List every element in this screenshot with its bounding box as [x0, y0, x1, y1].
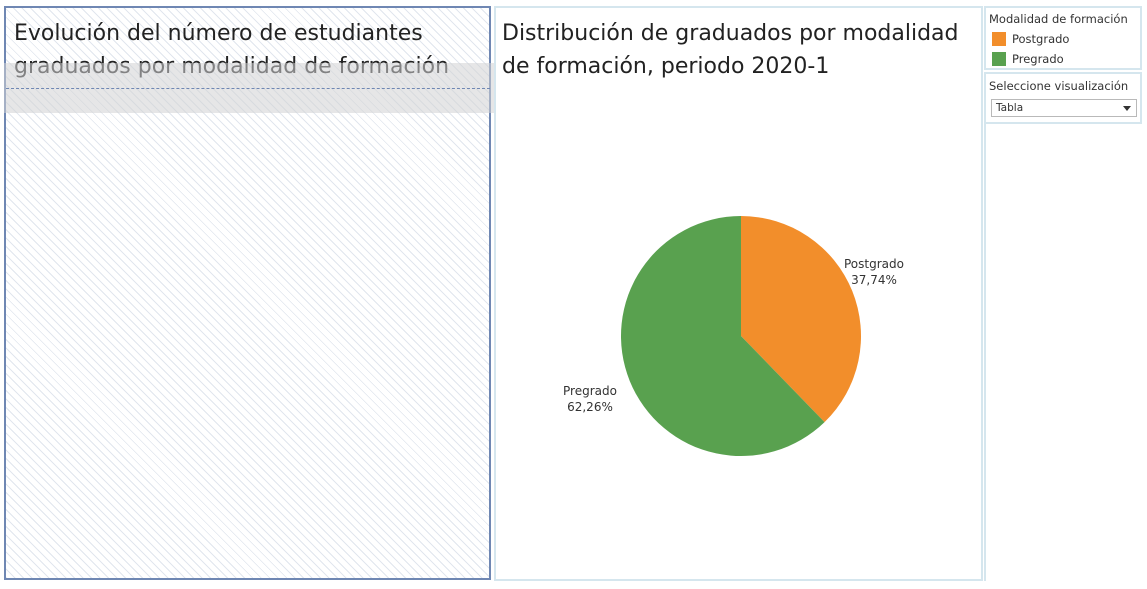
visualization-dropdown[interactable]: Tabla: [991, 99, 1137, 117]
distribution-chart-panel[interactable]: Distribución de graduados por modalidad …: [494, 6, 983, 581]
pie-label-postgrado: Postgrado 37,74%: [844, 256, 904, 288]
chevron-down-icon[interactable]: [1123, 106, 1131, 111]
pie-label-postgrado-value: 37,74%: [851, 273, 897, 287]
pie-label-postgrado-name: Postgrado: [844, 257, 904, 271]
legend-item-postgrado[interactable]: Postgrado: [992, 31, 1069, 47]
pie-label-pregrado-value: 62,26%: [567, 400, 613, 414]
color-legend: Modalidad de formación Postgrado Pregrad…: [984, 6, 1142, 70]
pie-label-pregrado-name: Pregrado: [563, 384, 617, 398]
pie-label-pregrado: Pregrado 62,26%: [563, 383, 617, 415]
sidebar-divider: [984, 124, 986, 581]
visualization-parameter: Seleccione visualización Tabla: [984, 72, 1142, 124]
pregrado-swatch-icon: [992, 52, 1006, 66]
legend-label-postgrado: Postgrado: [1012, 32, 1070, 46]
parameter-title: Seleccione visualización: [989, 79, 1129, 93]
distribution-chart-title: Distribución de graduados por modalidad …: [502, 21, 959, 79]
pie-chart[interactable]: [496, 8, 981, 579]
pie-slice-pregrado[interactable]: [621, 216, 825, 457]
dropdown-selected-value: Tabla: [996, 102, 1024, 114]
selection-dashed-line: [6, 88, 490, 89]
legend-label-pregrado: Pregrado: [1012, 52, 1064, 66]
postgrado-swatch-icon: [992, 32, 1006, 46]
legend-title: Modalidad de formación: [989, 12, 1128, 26]
legend-item-pregrado[interactable]: Pregrado: [992, 51, 1064, 67]
pie-slice-postgrado[interactable]: [741, 216, 862, 423]
